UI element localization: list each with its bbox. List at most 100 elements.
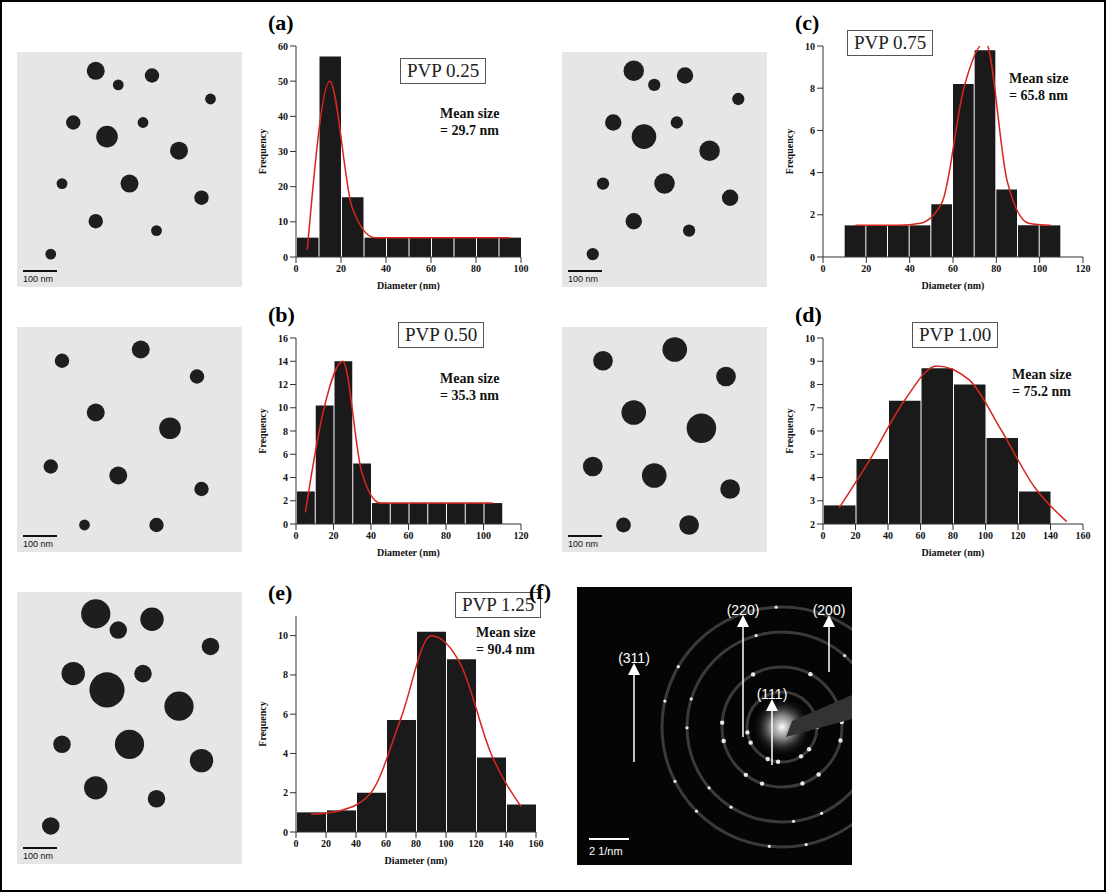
svg-text:10: 10 xyxy=(278,216,288,227)
svg-text:4: 4 xyxy=(810,472,815,483)
svg-text:100 nm: 100 nm xyxy=(23,539,53,549)
svg-text:30: 30 xyxy=(278,146,288,157)
svg-text:40: 40 xyxy=(883,530,893,541)
svg-text:80: 80 xyxy=(991,263,1001,274)
svg-text:4: 4 xyxy=(283,472,288,483)
svg-text:3: 3 xyxy=(810,495,815,506)
svg-text:2: 2 xyxy=(810,519,815,530)
svg-text:40: 40 xyxy=(381,263,391,274)
svg-text:60: 60 xyxy=(404,530,414,541)
svg-text:100 nm: 100 nm xyxy=(23,274,53,284)
svg-text:14: 14 xyxy=(278,356,288,367)
svg-text:Frequency: Frequency xyxy=(257,701,268,746)
html-text:(a): (a) xyxy=(268,10,294,35)
svg-text:160: 160 xyxy=(1076,530,1091,541)
svg-text:0: 0 xyxy=(283,519,288,530)
svg-text:(200): (200) xyxy=(813,602,846,618)
svg-text:0: 0 xyxy=(283,827,288,838)
svg-text:20: 20 xyxy=(851,530,861,541)
svg-text:(311): (311) xyxy=(618,650,650,666)
svg-text:60: 60 xyxy=(948,263,958,274)
svg-text:100: 100 xyxy=(439,838,454,849)
svg-text:2: 2 xyxy=(810,209,815,220)
svg-text:8: 8 xyxy=(283,426,288,437)
svg-text:80: 80 xyxy=(411,838,421,849)
svg-text:0: 0 xyxy=(810,252,815,263)
svg-text:60: 60 xyxy=(426,263,436,274)
svg-text:120: 120 xyxy=(469,838,484,849)
svg-text:100: 100 xyxy=(1032,263,1047,274)
svg-text:16: 16 xyxy=(278,333,288,344)
svg-text:12: 12 xyxy=(278,379,288,390)
svg-text:40: 40 xyxy=(366,530,376,541)
html-text:(b): (b) xyxy=(268,302,295,327)
svg-text:60: 60 xyxy=(916,530,926,541)
svg-text:100: 100 xyxy=(514,263,529,274)
svg-text:0: 0 xyxy=(821,530,826,541)
svg-text:Frequency: Frequency xyxy=(784,129,795,174)
svg-text:Diameter (nm): Diameter (nm) xyxy=(377,547,440,559)
svg-text:6: 6 xyxy=(810,125,815,136)
svg-text:8: 8 xyxy=(810,379,815,390)
svg-text:160: 160 xyxy=(529,838,544,849)
svg-text:40: 40 xyxy=(278,111,288,122)
svg-text:20: 20 xyxy=(278,181,288,192)
svg-text:80: 80 xyxy=(471,263,481,274)
svg-text:4: 4 xyxy=(810,167,815,178)
svg-text:10: 10 xyxy=(805,41,815,52)
svg-text:2: 2 xyxy=(283,495,288,506)
svg-text:0: 0 xyxy=(283,252,288,263)
svg-text:Diameter (nm): Diameter (nm) xyxy=(377,280,440,292)
svg-text:0: 0 xyxy=(821,263,826,274)
svg-text:Diameter (nm): Diameter (nm) xyxy=(922,280,985,292)
svg-text:10: 10 xyxy=(278,402,288,413)
svg-text:4: 4 xyxy=(283,748,288,759)
html-text:(e): (e) xyxy=(268,580,293,605)
svg-text:6: 6 xyxy=(283,709,288,720)
svg-text:40: 40 xyxy=(351,838,361,849)
svg-text:100: 100 xyxy=(978,530,993,541)
svg-text:10: 10 xyxy=(278,630,288,641)
svg-text:0: 0 xyxy=(294,530,299,541)
svg-text:Frequency: Frequency xyxy=(257,408,268,453)
svg-text:50: 50 xyxy=(278,76,288,87)
svg-text:20: 20 xyxy=(321,838,331,849)
svg-text:2: 2 xyxy=(283,787,288,798)
svg-text:80: 80 xyxy=(441,530,451,541)
svg-text:Frequency: Frequency xyxy=(784,408,795,453)
svg-text:7: 7 xyxy=(810,402,815,413)
svg-text:40: 40 xyxy=(905,263,915,274)
svg-text:60: 60 xyxy=(278,41,288,52)
html-text:(d): (d) xyxy=(795,302,822,327)
svg-text:9: 9 xyxy=(810,356,815,367)
svg-text:120: 120 xyxy=(1011,530,1026,541)
svg-text:6: 6 xyxy=(810,426,815,437)
svg-text:Diameter (nm): Diameter (nm) xyxy=(922,547,985,559)
svg-text:100 nm: 100 nm xyxy=(23,851,53,861)
svg-text:140: 140 xyxy=(499,838,514,849)
svg-text:8: 8 xyxy=(810,83,815,94)
svg-text:0: 0 xyxy=(294,838,299,849)
svg-text:(220): (220) xyxy=(727,602,760,618)
svg-text:Diameter (nm): Diameter (nm) xyxy=(385,855,448,867)
svg-text:6: 6 xyxy=(283,449,288,460)
html-text:(c): (c) xyxy=(795,10,820,35)
svg-text:60: 60 xyxy=(381,838,391,849)
svg-text:20: 20 xyxy=(329,530,339,541)
svg-text:100 nm: 100 nm xyxy=(568,274,598,284)
svg-text:8: 8 xyxy=(283,669,288,680)
svg-text:Frequency: Frequency xyxy=(257,129,268,174)
svg-text:100 nm: 100 nm xyxy=(568,539,598,549)
svg-text:0: 0 xyxy=(294,263,299,274)
svg-text:120: 120 xyxy=(514,530,529,541)
svg-text:(111): (111) xyxy=(757,686,788,702)
svg-text:120: 120 xyxy=(1076,263,1091,274)
svg-text:5: 5 xyxy=(810,449,815,460)
svg-text:20: 20 xyxy=(861,263,871,274)
svg-text:10: 10 xyxy=(805,333,815,344)
svg-text:80: 80 xyxy=(948,530,958,541)
svg-text:100: 100 xyxy=(476,530,491,541)
svg-text:2 1/nm: 2 1/nm xyxy=(589,845,623,857)
svg-text:20: 20 xyxy=(336,263,346,274)
svg-text:140: 140 xyxy=(1043,530,1058,541)
